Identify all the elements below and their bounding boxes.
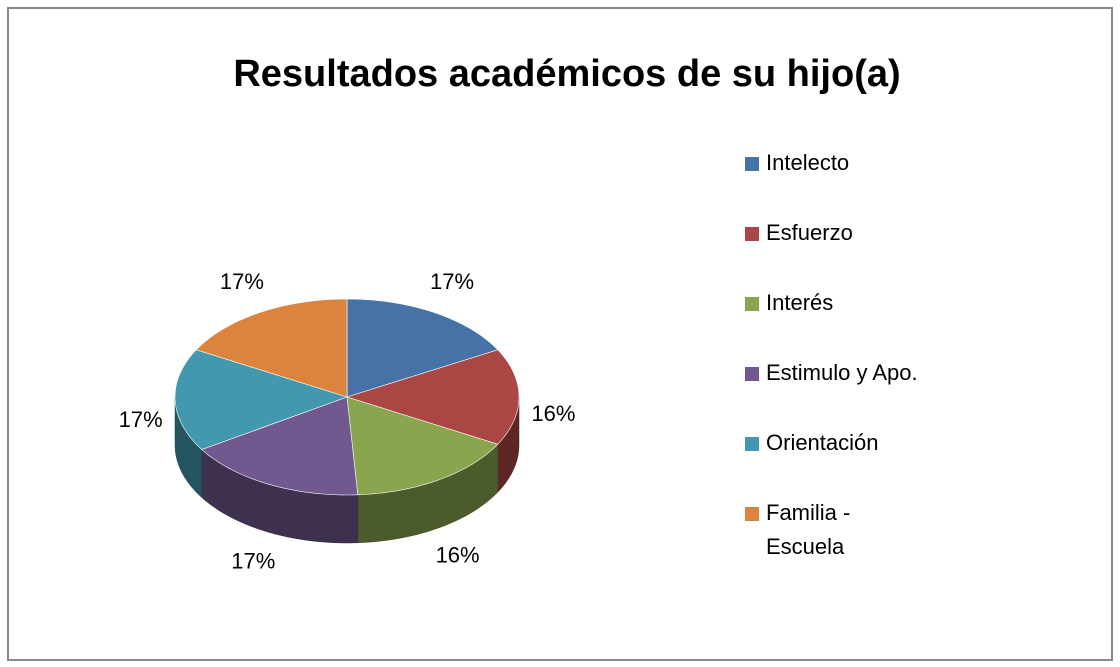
data-label: 16% — [436, 543, 480, 568]
data-label: 17% — [430, 269, 474, 294]
legend-label: Esfuerzo — [766, 220, 853, 245]
legend-label: Intelecto — [766, 150, 849, 175]
legend-swatch — [745, 157, 759, 171]
legend-label: Estimulo y Apo. — [766, 360, 918, 385]
data-label: 17% — [231, 549, 275, 574]
legend-label: Interés — [766, 290, 833, 315]
data-label: 16% — [531, 401, 575, 426]
slice — [345, 349, 520, 445]
slice — [346, 298, 499, 398]
legend-swatch — [745, 297, 759, 311]
slice — [174, 349, 348, 450]
slice — [346, 396, 499, 496]
chart-frame — [7, 7, 1113, 661]
chart-title: Resultados académicos de su hijo(a) — [233, 53, 900, 95]
legend-swatch — [745, 507, 759, 521]
legend-label: Familia -Escuela — [766, 500, 850, 559]
legend-label: Orientación — [766, 430, 879, 455]
data-label: 17% — [119, 407, 163, 432]
data-label: 17% — [220, 269, 264, 294]
slice — [195, 298, 348, 398]
legend-swatch — [745, 437, 759, 451]
slice — [201, 396, 359, 496]
legend-swatch — [745, 227, 759, 241]
legend-swatch — [745, 367, 759, 381]
